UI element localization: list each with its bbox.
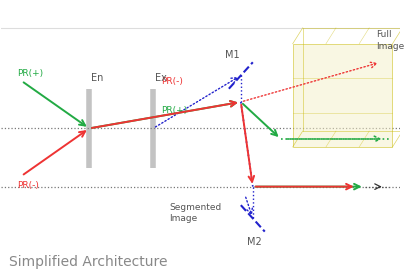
Text: PR(+): PR(+)	[161, 106, 187, 115]
Text: M1: M1	[225, 50, 240, 60]
Text: Full
Image: Full Image	[376, 31, 405, 51]
Text: M2: M2	[247, 237, 261, 247]
Text: PR(-): PR(-)	[161, 77, 183, 86]
Text: PR(+): PR(+)	[17, 69, 44, 78]
Text: En: En	[91, 73, 104, 84]
Text: PR(-): PR(-)	[17, 181, 39, 190]
Text: Segmented
Image: Segmented Image	[169, 203, 221, 222]
Polygon shape	[293, 44, 393, 147]
Text: Ex: Ex	[155, 73, 167, 84]
Text: Simplified Architecture: Simplified Architecture	[9, 256, 168, 269]
